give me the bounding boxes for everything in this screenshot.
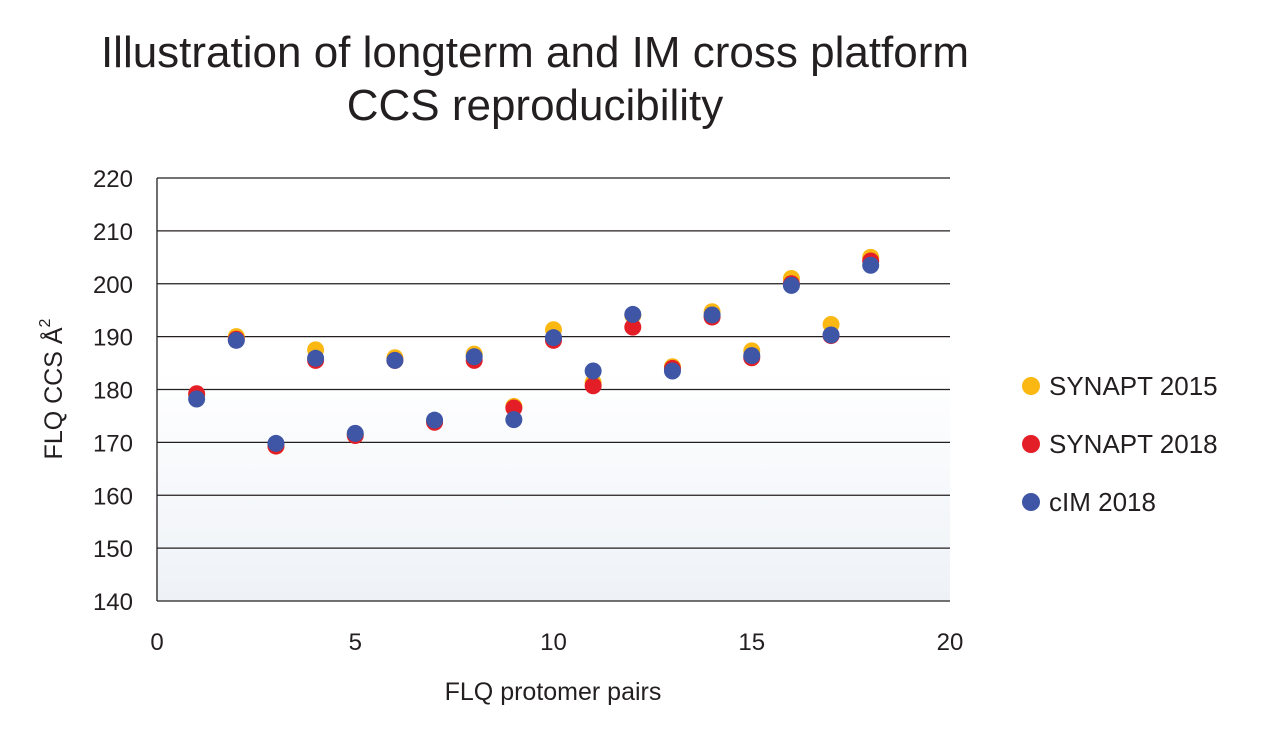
y-axis-title: FLQ CCS Å2 xyxy=(37,318,68,459)
point-series-3-10 xyxy=(545,329,562,347)
y-tick-label-200: 200 xyxy=(93,272,133,299)
legend-marker-2 xyxy=(1022,435,1040,453)
x-axis-tick-labels: 0 5 10 15 20 xyxy=(150,629,963,656)
chart-title-line-1: Illustration of longterm and IM cross pl… xyxy=(100,28,970,77)
point-series-3-6 xyxy=(386,351,404,369)
y-axis-title-text: FLQ CCS Å xyxy=(38,327,68,459)
point-series-2-12 xyxy=(624,318,642,336)
x-axis-title: FLQ protomer pairs xyxy=(445,678,662,706)
y-tick-label-160: 160 xyxy=(93,483,133,510)
point-series-3-13 xyxy=(663,362,681,380)
legend: SYNAPT 2015 SYNAPT 2018 cIM 2018 xyxy=(1022,371,1218,517)
series-3 xyxy=(188,256,880,452)
y-axis-title-superscript: 2 xyxy=(37,318,54,327)
point-series-3-3 xyxy=(267,434,285,452)
point-series-3-4 xyxy=(307,349,325,367)
point-series-3-8 xyxy=(465,348,483,366)
point-series-3-5 xyxy=(346,424,364,442)
legend-label-3: cIM 2018 xyxy=(1049,487,1156,517)
point-series-3-18 xyxy=(862,256,880,274)
y-tick-label-150: 150 xyxy=(93,536,133,563)
x-tick-label-0: 0 xyxy=(150,629,163,656)
point-series-2-11 xyxy=(584,377,602,395)
chart-title-line-2: CCS reproducibility xyxy=(346,81,724,130)
y-tick-label-170: 170 xyxy=(93,430,133,457)
point-series-3-2 xyxy=(227,331,245,349)
y-tick-label-210: 210 xyxy=(93,219,133,246)
y-axis-tick-labels: 140 150 160 170 180 190 200 210 220 xyxy=(93,166,133,616)
point-series-3-1 xyxy=(188,390,206,408)
point-series-3-17 xyxy=(822,326,840,344)
legend-label-2: SYNAPT 2018 xyxy=(1049,429,1218,459)
x-tick-label-20: 20 xyxy=(937,629,964,656)
data-points xyxy=(188,248,880,455)
y-tick-label-140: 140 xyxy=(93,589,133,616)
point-series-3-9 xyxy=(505,411,523,429)
x-tick-label-5: 5 xyxy=(349,629,362,656)
y-tick-label-190: 190 xyxy=(93,325,133,352)
chart-title: Illustration of longterm and IM cross pl… xyxy=(0,26,1070,132)
x-tick-label-10: 10 xyxy=(540,629,567,656)
y-tick-label-180: 180 xyxy=(93,378,133,405)
point-series-2-9 xyxy=(505,399,523,417)
point-series-3-7 xyxy=(426,411,444,429)
gridlines xyxy=(156,177,950,602)
point-series-3-16 xyxy=(782,276,800,294)
legend-label-1: SYNAPT 2015 xyxy=(1049,371,1218,401)
point-series-3-12 xyxy=(624,305,642,323)
legend-marker-1 xyxy=(1022,377,1040,395)
point-series-3-11 xyxy=(584,362,602,380)
x-tick-label-15: 15 xyxy=(738,629,765,656)
point-series-3-15 xyxy=(743,347,761,365)
point-series-3-14 xyxy=(703,306,721,324)
y-tick-label-220: 220 xyxy=(93,166,133,193)
legend-marker-3 xyxy=(1022,493,1040,511)
